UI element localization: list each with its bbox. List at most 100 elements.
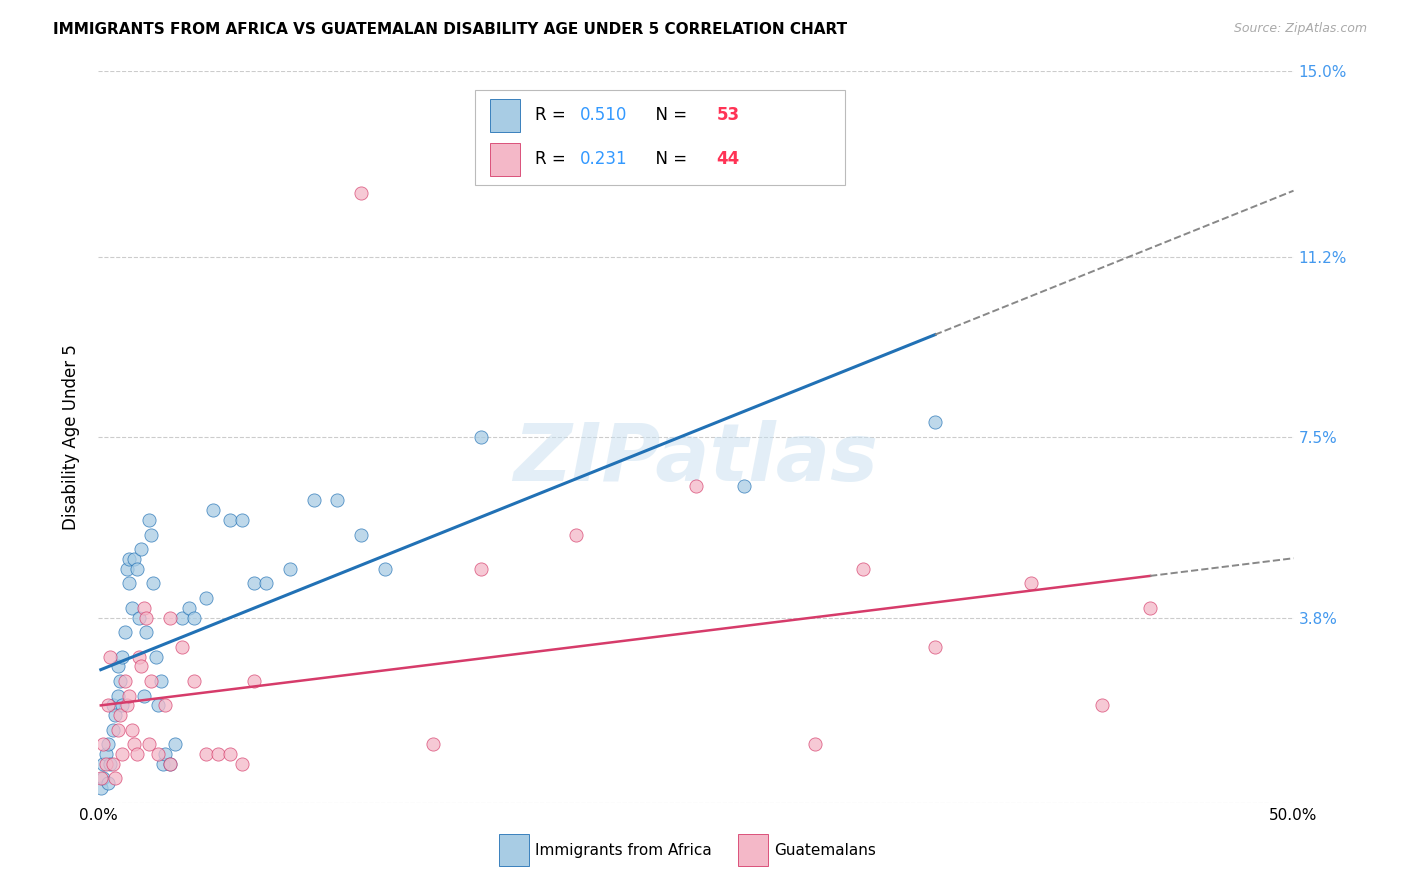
Point [278, 562, 301, 576]
Point [194, 591, 218, 605]
Point [139, 673, 162, 688]
Point [219, 513, 242, 527]
Point [231, 756, 253, 771]
Point [852, 562, 875, 576]
Point [97, 737, 120, 751]
Point [172, 610, 194, 624]
Text: Immigrants from Africa: Immigrants from Africa [534, 843, 711, 858]
FancyBboxPatch shape [475, 90, 845, 185]
Point [142, 576, 165, 591]
Text: N =: N = [644, 150, 692, 168]
Text: 53: 53 [716, 106, 740, 124]
Point [1091, 698, 1114, 713]
Point [125, 747, 148, 761]
Point [91, 737, 114, 751]
Point [326, 493, 349, 508]
Text: ZIPatlas: ZIPatlas [513, 420, 879, 498]
FancyBboxPatch shape [491, 143, 520, 176]
Point [107, 659, 129, 673]
Point [231, 513, 253, 527]
Point [1019, 576, 1042, 591]
Text: 0.231: 0.231 [581, 150, 627, 168]
Text: 44: 44 [716, 150, 740, 168]
Point [172, 640, 194, 654]
Text: R =: R = [534, 106, 571, 124]
Point [94, 747, 117, 761]
Point [152, 756, 174, 771]
Point [104, 708, 127, 723]
Point [159, 610, 181, 624]
Point [128, 649, 150, 664]
Point [470, 430, 492, 444]
Point [131, 542, 153, 557]
Point [135, 625, 157, 640]
Point [132, 689, 155, 703]
Point [148, 747, 170, 761]
Point [121, 723, 143, 737]
Point [114, 673, 136, 688]
Point [350, 527, 373, 541]
Point [243, 673, 266, 688]
Point [302, 493, 325, 508]
Point [804, 737, 827, 751]
Point [101, 698, 124, 713]
Point [155, 698, 177, 713]
Point [94, 756, 117, 771]
Point [924, 640, 946, 654]
Point [138, 737, 160, 751]
Point [163, 737, 186, 751]
Point [101, 756, 124, 771]
Point [97, 698, 120, 713]
Point [111, 747, 134, 761]
Point [104, 772, 127, 786]
Point [111, 698, 134, 713]
Point [125, 562, 148, 576]
Point [733, 479, 755, 493]
Point [107, 723, 129, 737]
Point [350, 186, 373, 201]
Point [685, 479, 707, 493]
Point [159, 756, 181, 771]
Point [145, 649, 167, 664]
Point [148, 698, 170, 713]
Point [159, 756, 181, 771]
Point [128, 610, 150, 624]
Text: Source: ZipAtlas.com: Source: ZipAtlas.com [1233, 22, 1367, 36]
FancyBboxPatch shape [499, 834, 529, 866]
Point [90, 772, 112, 786]
Point [121, 600, 143, 615]
Point [374, 562, 396, 576]
Point [422, 737, 444, 751]
Text: IMMIGRANTS FROM AFRICA VS GUATEMALAN DISABILITY AGE UNDER 5 CORRELATION CHART: IMMIGRANTS FROM AFRICA VS GUATEMALAN DIS… [53, 22, 848, 37]
Point [149, 673, 172, 688]
Point [101, 723, 124, 737]
Point [111, 649, 134, 664]
Point [91, 772, 114, 786]
Point [183, 610, 205, 624]
Point [207, 747, 229, 761]
Point [118, 552, 141, 566]
Point [924, 416, 946, 430]
Point [202, 503, 225, 517]
Point [98, 649, 122, 664]
FancyBboxPatch shape [491, 99, 520, 132]
Point [114, 625, 136, 640]
Point [219, 747, 242, 761]
Point [90, 781, 112, 796]
Point [108, 708, 131, 723]
Point [183, 673, 205, 688]
Point [115, 698, 138, 713]
Point [179, 600, 201, 615]
Point [115, 562, 138, 576]
Point [107, 689, 129, 703]
Point [97, 776, 120, 790]
Point [1139, 600, 1161, 615]
Point [124, 552, 146, 566]
Point [470, 562, 492, 576]
Point [118, 576, 141, 591]
Point [118, 689, 141, 703]
Text: R =: R = [534, 150, 571, 168]
FancyBboxPatch shape [738, 834, 768, 866]
Point [139, 527, 162, 541]
Point [135, 610, 157, 624]
